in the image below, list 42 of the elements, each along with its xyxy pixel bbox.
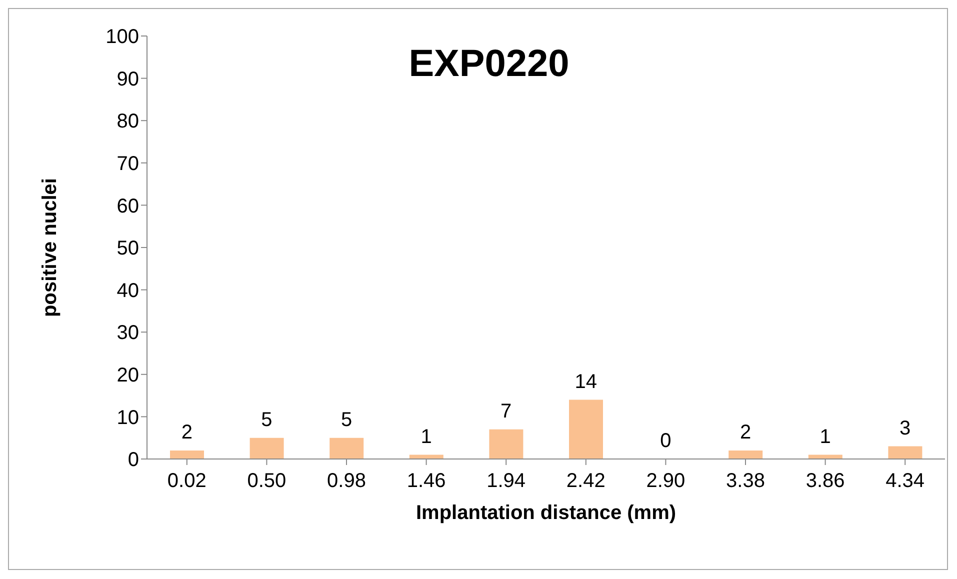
y-tick-label: 90 — [116, 68, 139, 90]
x-tick-label: 0.50 — [247, 470, 286, 492]
bar — [489, 429, 524, 459]
y-tick-label: 70 — [116, 153, 139, 175]
data-label: 3 — [900, 417, 911, 440]
bar — [170, 450, 204, 459]
bar — [728, 450, 763, 459]
x-tick-label: 2.90 — [646, 470, 686, 492]
data-label: 1 — [420, 426, 432, 448]
data-label: 0 — [660, 430, 672, 452]
data-label: 2 — [740, 422, 752, 444]
x-tick-label: 1.94 — [486, 470, 526, 492]
data-label: 7 — [500, 400, 512, 422]
data-label: 5 — [261, 408, 272, 431]
bar — [888, 446, 922, 459]
y-axis-title: positive nuclei — [39, 178, 62, 317]
y-tick-label: 50 — [116, 238, 139, 260]
data-label: 5 — [340, 408, 352, 431]
x-tick-label: 4.34 — [886, 470, 925, 492]
bar — [330, 438, 364, 459]
x-tick-label: 0.02 — [167, 470, 206, 492]
chart-frame: EXP0220 0.02 0.50 0.98 1.46 1.94 2.42 2.90 3.38 3.86 4.34 Implantation distance (mm) 0 10 20 30 40 50 60 70 80 90 100 positive nuclei 2 5 5 1 7 14 0 2 1 3 — [8, 8, 948, 570]
y-tick-label: 80 — [116, 110, 139, 133]
x-tick-label: 1.46 — [406, 470, 446, 492]
bar — [569, 400, 603, 459]
y-tick-label: 10 — [116, 406, 139, 429]
x-tick-label: 0.98 — [327, 470, 366, 492]
x-tick-label: 3.86 — [806, 470, 845, 492]
x-tick-label: 2.42 — [566, 470, 606, 492]
x-tick-label: 3.38 — [726, 470, 765, 492]
data-label: 2 — [181, 422, 192, 444]
y-tick-label: 20 — [116, 364, 139, 386]
chart-title: EXP0220 — [408, 43, 570, 86]
y-tick-label: 30 — [116, 322, 139, 344]
y-tick-label: 100 — [106, 26, 139, 48]
y-tick-label: 60 — [116, 195, 139, 218]
data-label: 14 — [574, 370, 598, 393]
x-axis-title: Implantation distance (mm) — [416, 502, 676, 524]
bar — [250, 438, 284, 459]
data-label: 1 — [820, 426, 831, 448]
y-tick-label: 40 — [116, 280, 139, 302]
y-tick-label: 0 — [128, 449, 139, 472]
